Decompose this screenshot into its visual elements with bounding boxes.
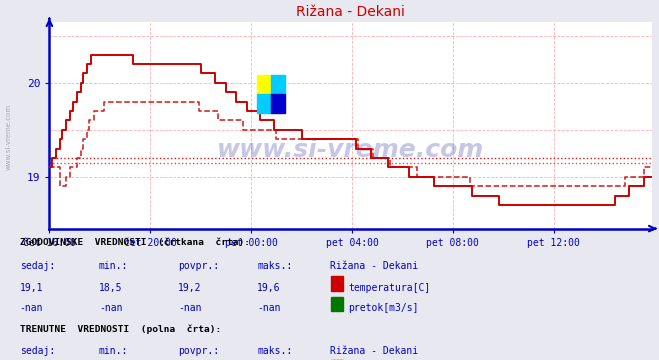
Text: sedaj:: sedaj: (20, 346, 55, 356)
Text: -nan: -nan (257, 303, 281, 313)
Text: 19,2: 19,2 (178, 283, 202, 293)
Bar (271, 76, 285, 94)
Title: Rižana - Dekani: Rižana - Dekani (297, 5, 405, 19)
Text: min.:: min.: (99, 346, 129, 356)
Text: -nan: -nan (20, 303, 43, 313)
Text: sedaj:: sedaj: (20, 261, 55, 271)
Text: pretok[m3/s]: pretok[m3/s] (348, 303, 418, 313)
Text: 19,6: 19,6 (257, 283, 281, 293)
Text: -nan: -nan (178, 303, 202, 313)
Bar (258, 94, 271, 113)
Text: povpr.:: povpr.: (178, 261, 219, 271)
Text: min.:: min.: (99, 261, 129, 271)
Text: povpr.:: povpr.: (178, 346, 219, 356)
Bar (258, 76, 271, 94)
Text: www.si-vreme.com: www.si-vreme.com (5, 104, 11, 170)
Text: Rižana - Dekani: Rižana - Dekani (330, 346, 418, 356)
Text: maks.:: maks.: (257, 261, 292, 271)
Text: maks.:: maks.: (257, 346, 292, 356)
Text: temperatura[C]: temperatura[C] (348, 283, 430, 293)
Bar (271, 94, 285, 113)
Text: ZGODOVINSKE  VREDNOSTI  (črtkana  črta):: ZGODOVINSKE VREDNOSTI (črtkana črta): (20, 238, 250, 247)
Text: TRENUTNE  VREDNOSTI  (polna  črta):: TRENUTNE VREDNOSTI (polna črta): (20, 324, 221, 333)
Text: 19,1: 19,1 (20, 283, 43, 293)
Text: Rižana - Dekani: Rižana - Dekani (330, 261, 418, 271)
Text: www.si-vreme.com: www.si-vreme.com (217, 138, 484, 162)
Text: 18,5: 18,5 (99, 283, 123, 293)
Text: -nan: -nan (99, 303, 123, 313)
